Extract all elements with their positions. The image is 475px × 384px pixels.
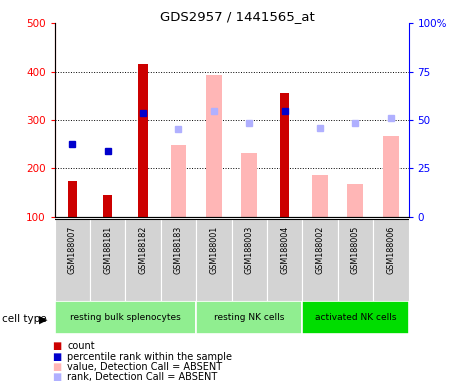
Bar [338, 219, 373, 301]
Text: GSM188001: GSM188001 [209, 225, 218, 274]
Bar [90, 219, 125, 301]
Text: GSM188005: GSM188005 [351, 225, 360, 274]
Bar [161, 219, 196, 301]
Text: resting bulk splenocytes: resting bulk splenocytes [70, 313, 181, 322]
Text: GSM188183: GSM188183 [174, 225, 183, 274]
Text: GSM188003: GSM188003 [245, 225, 254, 274]
Text: GDS2957 / 1441565_at: GDS2957 / 1441565_at [160, 10, 315, 23]
Bar [171, 145, 187, 217]
Bar [196, 219, 232, 301]
Bar [302, 219, 338, 301]
Bar [267, 219, 303, 301]
Bar [67, 180, 77, 217]
Bar [55, 301, 196, 334]
Bar [241, 153, 257, 217]
Text: GSM188002: GSM188002 [315, 225, 324, 274]
Bar [347, 184, 363, 217]
Bar [312, 175, 328, 217]
Bar [55, 219, 90, 301]
Text: percentile rank within the sample: percentile rank within the sample [67, 352, 232, 362]
Text: activated NK cells: activated NK cells [314, 313, 396, 322]
Bar [373, 219, 408, 301]
Bar [103, 195, 113, 217]
Bar [280, 93, 289, 217]
Text: GSM188181: GSM188181 [103, 225, 112, 274]
Bar [138, 64, 148, 217]
Text: ■: ■ [52, 352, 62, 362]
Bar [206, 75, 222, 217]
Text: GSM188182: GSM188182 [139, 225, 148, 274]
Text: ▶: ▶ [39, 314, 48, 324]
Text: GSM188006: GSM188006 [386, 225, 395, 274]
Text: cell type: cell type [2, 314, 47, 324]
Text: value, Detection Call = ABSENT: value, Detection Call = ABSENT [67, 362, 223, 372]
Text: GSM188004: GSM188004 [280, 225, 289, 274]
Text: resting NK cells: resting NK cells [214, 313, 285, 322]
Bar [232, 219, 267, 301]
Text: ■: ■ [52, 341, 62, 351]
Bar [302, 301, 408, 334]
Text: rank, Detection Call = ABSENT: rank, Detection Call = ABSENT [67, 372, 218, 382]
Text: GSM188007: GSM188007 [68, 225, 77, 274]
Text: ■: ■ [52, 362, 62, 372]
Text: ■: ■ [52, 372, 62, 382]
Bar [383, 136, 399, 217]
Bar [125, 219, 161, 301]
Text: count: count [67, 341, 95, 351]
Bar [196, 301, 303, 334]
